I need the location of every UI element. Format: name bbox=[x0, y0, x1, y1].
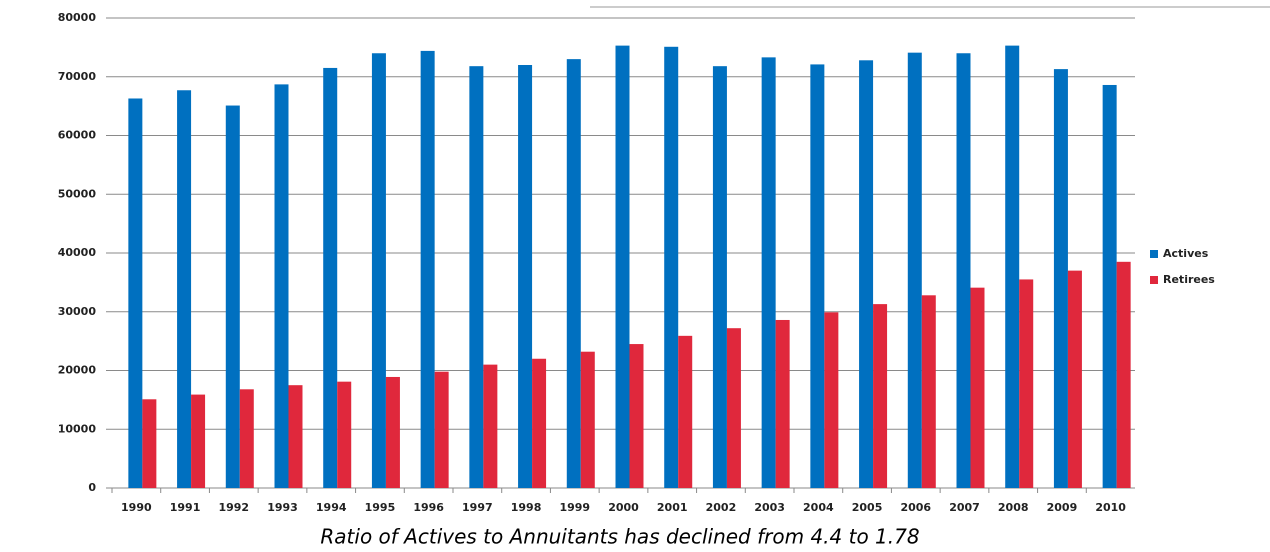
bar bbox=[142, 399, 157, 488]
x-tick-label: 1993 bbox=[267, 501, 298, 514]
legend-label: Actives bbox=[1163, 247, 1209, 260]
y-tick-label: 80000 bbox=[58, 11, 97, 24]
bar bbox=[518, 65, 533, 488]
x-tick-label: 1999 bbox=[559, 501, 590, 514]
bar bbox=[1102, 84, 1117, 488]
bar bbox=[420, 50, 435, 489]
bar bbox=[615, 45, 630, 489]
bar bbox=[956, 53, 971, 488]
y-tick-label: 60000 bbox=[58, 129, 97, 142]
y-tick-label: 30000 bbox=[58, 305, 97, 318]
legend-swatch bbox=[1150, 250, 1158, 258]
bar bbox=[726, 328, 741, 488]
x-tick-label: 2010 bbox=[1095, 501, 1126, 514]
bar bbox=[775, 319, 790, 488]
bar bbox=[239, 389, 254, 488]
bar bbox=[907, 52, 922, 488]
y-tick-label: 50000 bbox=[58, 187, 97, 200]
x-tick-label: 1997 bbox=[462, 501, 493, 514]
x-tick-label: 2006 bbox=[900, 501, 931, 514]
bar bbox=[371, 53, 386, 488]
bar bbox=[1053, 69, 1068, 489]
x-tick-label: 2001 bbox=[657, 501, 688, 514]
x-tick-label: 2000 bbox=[608, 501, 639, 514]
x-tick-label: 1990 bbox=[121, 501, 152, 514]
x-tick-label: 2005 bbox=[852, 501, 883, 514]
x-tick-label: 2003 bbox=[754, 501, 785, 514]
legend-swatch bbox=[1150, 276, 1158, 284]
x-tick-label: 2002 bbox=[706, 501, 737, 514]
x-tick-label: 1991 bbox=[170, 501, 201, 514]
bar bbox=[434, 371, 449, 488]
x-tick-label: 1996 bbox=[413, 501, 444, 514]
x-tick-label: 2009 bbox=[1047, 501, 1078, 514]
x-tick-label: 1994 bbox=[316, 501, 347, 514]
chart-caption: Ratio of Actives to Annuitants has decli… bbox=[320, 525, 919, 549]
bar bbox=[469, 66, 484, 489]
bar bbox=[566, 59, 581, 488]
bar bbox=[1005, 45, 1020, 489]
bar bbox=[1067, 270, 1082, 488]
legend-label: Retirees bbox=[1163, 273, 1215, 286]
bar bbox=[859, 60, 874, 489]
bar bbox=[712, 66, 727, 489]
bar bbox=[1116, 261, 1131, 488]
bar bbox=[810, 64, 825, 488]
bar bbox=[225, 105, 240, 488]
x-tick-label: 2007 bbox=[949, 501, 980, 514]
bar bbox=[970, 287, 985, 488]
bar bbox=[274, 84, 289, 488]
x-tick-label: 1995 bbox=[365, 501, 396, 514]
bar bbox=[761, 57, 776, 489]
bar bbox=[873, 304, 888, 488]
bar bbox=[385, 376, 400, 488]
bar bbox=[678, 335, 693, 488]
bar bbox=[323, 67, 338, 488]
y-tick-label: 0 bbox=[88, 481, 96, 494]
y-tick-label: 70000 bbox=[58, 70, 97, 83]
y-tick-label: 10000 bbox=[58, 422, 97, 435]
bar bbox=[532, 358, 547, 488]
x-tick-label: 1998 bbox=[511, 501, 542, 514]
bar bbox=[337, 381, 352, 488]
bar bbox=[664, 46, 679, 488]
y-tick-label: 40000 bbox=[58, 246, 97, 259]
bar bbox=[177, 90, 192, 488]
x-tick-label: 2008 bbox=[998, 501, 1029, 514]
x-tick-label: 1992 bbox=[218, 501, 249, 514]
bar bbox=[921, 295, 936, 488]
bar bbox=[128, 98, 143, 489]
bar bbox=[191, 394, 206, 488]
bar bbox=[483, 364, 498, 488]
x-tick-label: 2004 bbox=[803, 501, 834, 514]
bar bbox=[629, 344, 644, 488]
y-tick-label: 20000 bbox=[58, 364, 97, 377]
bar bbox=[288, 385, 303, 488]
bar bbox=[1019, 279, 1034, 488]
bar bbox=[580, 351, 595, 488]
bar bbox=[824, 312, 839, 488]
